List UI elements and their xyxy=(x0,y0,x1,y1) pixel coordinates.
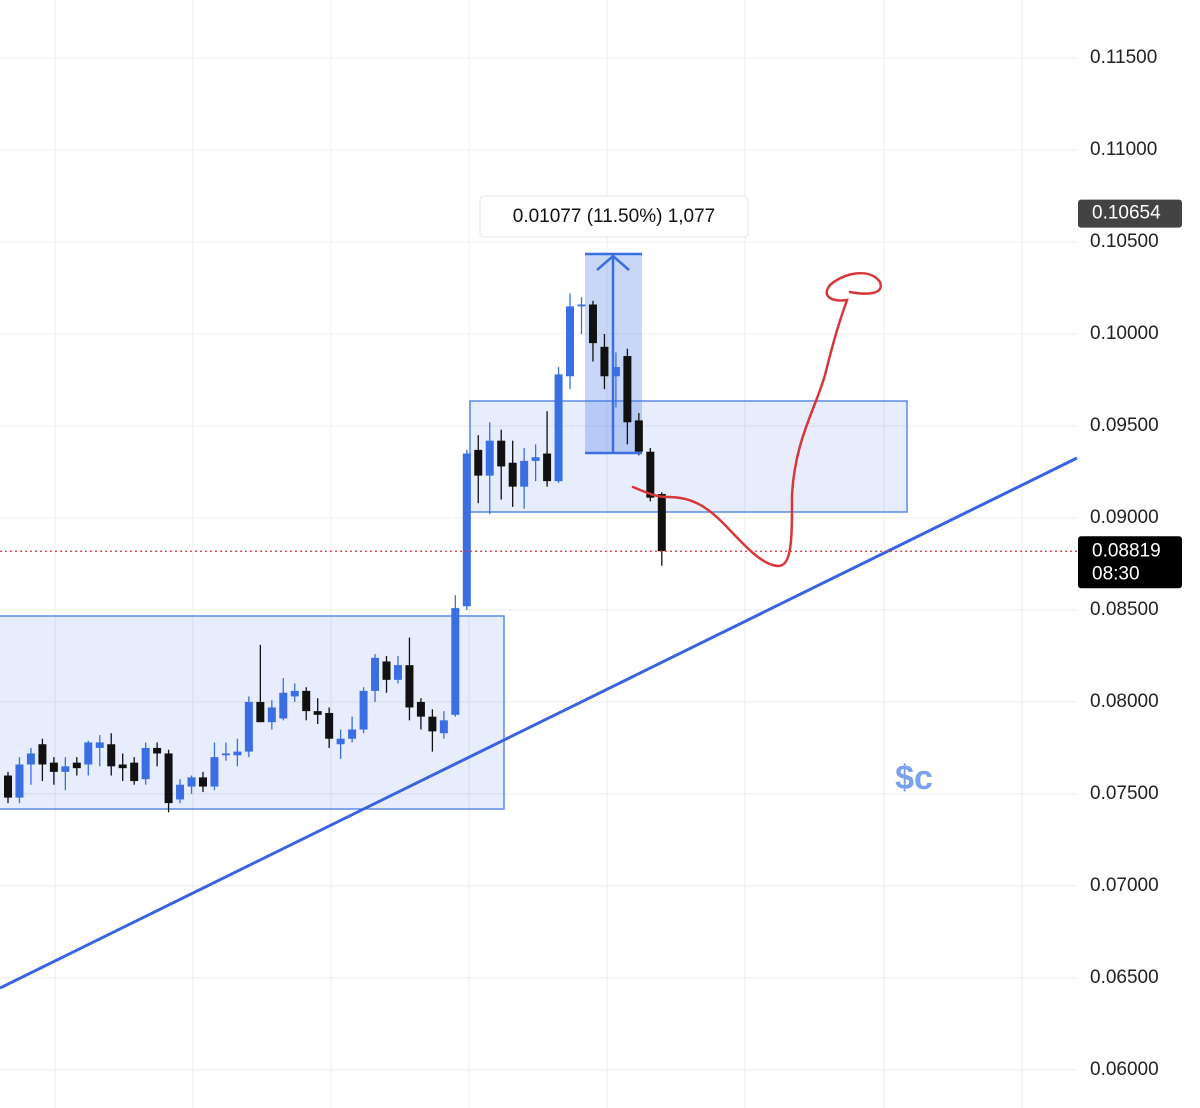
candle-body xyxy=(198,777,207,787)
candle-body xyxy=(279,692,288,719)
candle-body xyxy=(588,304,597,344)
candle-body xyxy=(485,440,494,476)
candle-body xyxy=(371,657,380,691)
candle-body xyxy=(325,712,334,739)
candle-body xyxy=(244,701,253,752)
candle-body xyxy=(233,751,242,756)
measure-tooltip xyxy=(479,195,749,238)
candle-body xyxy=(221,753,230,756)
candle-body xyxy=(348,729,357,739)
y-tick-label: 0.09500 xyxy=(1090,415,1159,436)
candle-body xyxy=(290,690,299,697)
candle-body xyxy=(336,738,345,745)
candle-body xyxy=(187,777,196,787)
y-tick-label: 0.09000 xyxy=(1090,507,1159,528)
candle-body xyxy=(543,453,552,482)
candle-body xyxy=(623,356,632,423)
candle-body xyxy=(416,701,425,717)
y-tick-label: 0.06000 xyxy=(1090,1059,1159,1080)
candle-body xyxy=(141,747,150,780)
trend-line xyxy=(0,456,1078,990)
candle-body xyxy=(451,608,460,715)
candle-body xyxy=(176,784,185,800)
candle-body xyxy=(439,720,448,734)
symbol-watermark: $c xyxy=(895,759,933,797)
candles xyxy=(4,293,666,813)
high-badge xyxy=(1078,199,1182,228)
candle-body xyxy=(611,367,620,377)
candle-body xyxy=(164,753,173,804)
candle-body xyxy=(428,716,437,732)
countdown: 08:30 xyxy=(1092,563,1140,584)
candle-body xyxy=(393,665,402,680)
candle-body xyxy=(646,451,655,498)
candle-body xyxy=(566,306,575,377)
y-tick-label: 0.10000 xyxy=(1090,323,1159,344)
candle-body xyxy=(382,661,391,680)
candle-body xyxy=(508,462,517,487)
y-tick-label: 0.11500 xyxy=(1090,47,1157,68)
y-tick-label: 0.11000 xyxy=(1090,139,1157,160)
measure-arrow xyxy=(585,252,642,455)
vertical-grid xyxy=(54,0,1023,1108)
candle-body xyxy=(577,304,586,307)
measure-label: 0.01077 (11.50%) 1,077 xyxy=(513,206,715,227)
candle-body xyxy=(302,690,311,712)
candle-body xyxy=(600,346,609,377)
price-label: 0.08819 xyxy=(1092,540,1161,561)
y-tick-label: 0.07500 xyxy=(1090,783,1159,804)
candle-body xyxy=(95,742,104,748)
y-tick-label: 0.07000 xyxy=(1090,875,1159,896)
y-tick-label: 0.08500 xyxy=(1090,599,1159,620)
candle-body xyxy=(554,374,563,482)
candle-body xyxy=(210,757,219,787)
horizontal-grid xyxy=(0,57,1077,1071)
candle-body xyxy=(4,775,12,798)
candle-body xyxy=(38,744,47,765)
candle-body xyxy=(61,766,70,772)
candle-body xyxy=(15,764,24,798)
candle-body xyxy=(153,747,162,754)
high-label: 0.10654 xyxy=(1092,203,1161,224)
candle-body xyxy=(26,753,35,765)
candle-body xyxy=(118,764,127,769)
candle-body xyxy=(531,457,540,461)
candle-body xyxy=(313,711,322,715)
price-badge xyxy=(1078,536,1182,589)
candle-body xyxy=(462,453,471,607)
y-tick-label: 0.08000 xyxy=(1090,691,1159,712)
freehand-drawing xyxy=(631,272,882,568)
candle-body xyxy=(657,494,666,552)
price-axis: 0.11500 0.11000 0.10500 0.10000 0.09500 0.090… xyxy=(1078,47,1182,1080)
candle-body xyxy=(634,420,643,452)
candle-body xyxy=(72,762,81,769)
y-tick-label: 0.10500 xyxy=(1090,231,1159,252)
candle-body xyxy=(267,707,276,723)
candle-body xyxy=(130,762,139,782)
candle-body xyxy=(520,460,529,487)
range-box xyxy=(469,400,908,513)
candle-body xyxy=(84,742,93,765)
candle-body xyxy=(49,762,58,772)
candle-body xyxy=(405,665,414,708)
candle-body xyxy=(497,440,506,467)
candle-body xyxy=(256,701,265,723)
candle-body xyxy=(107,744,116,767)
candle-body xyxy=(359,690,368,730)
y-tick-label: 0.06500 xyxy=(1090,967,1159,988)
candle-body xyxy=(474,449,483,476)
